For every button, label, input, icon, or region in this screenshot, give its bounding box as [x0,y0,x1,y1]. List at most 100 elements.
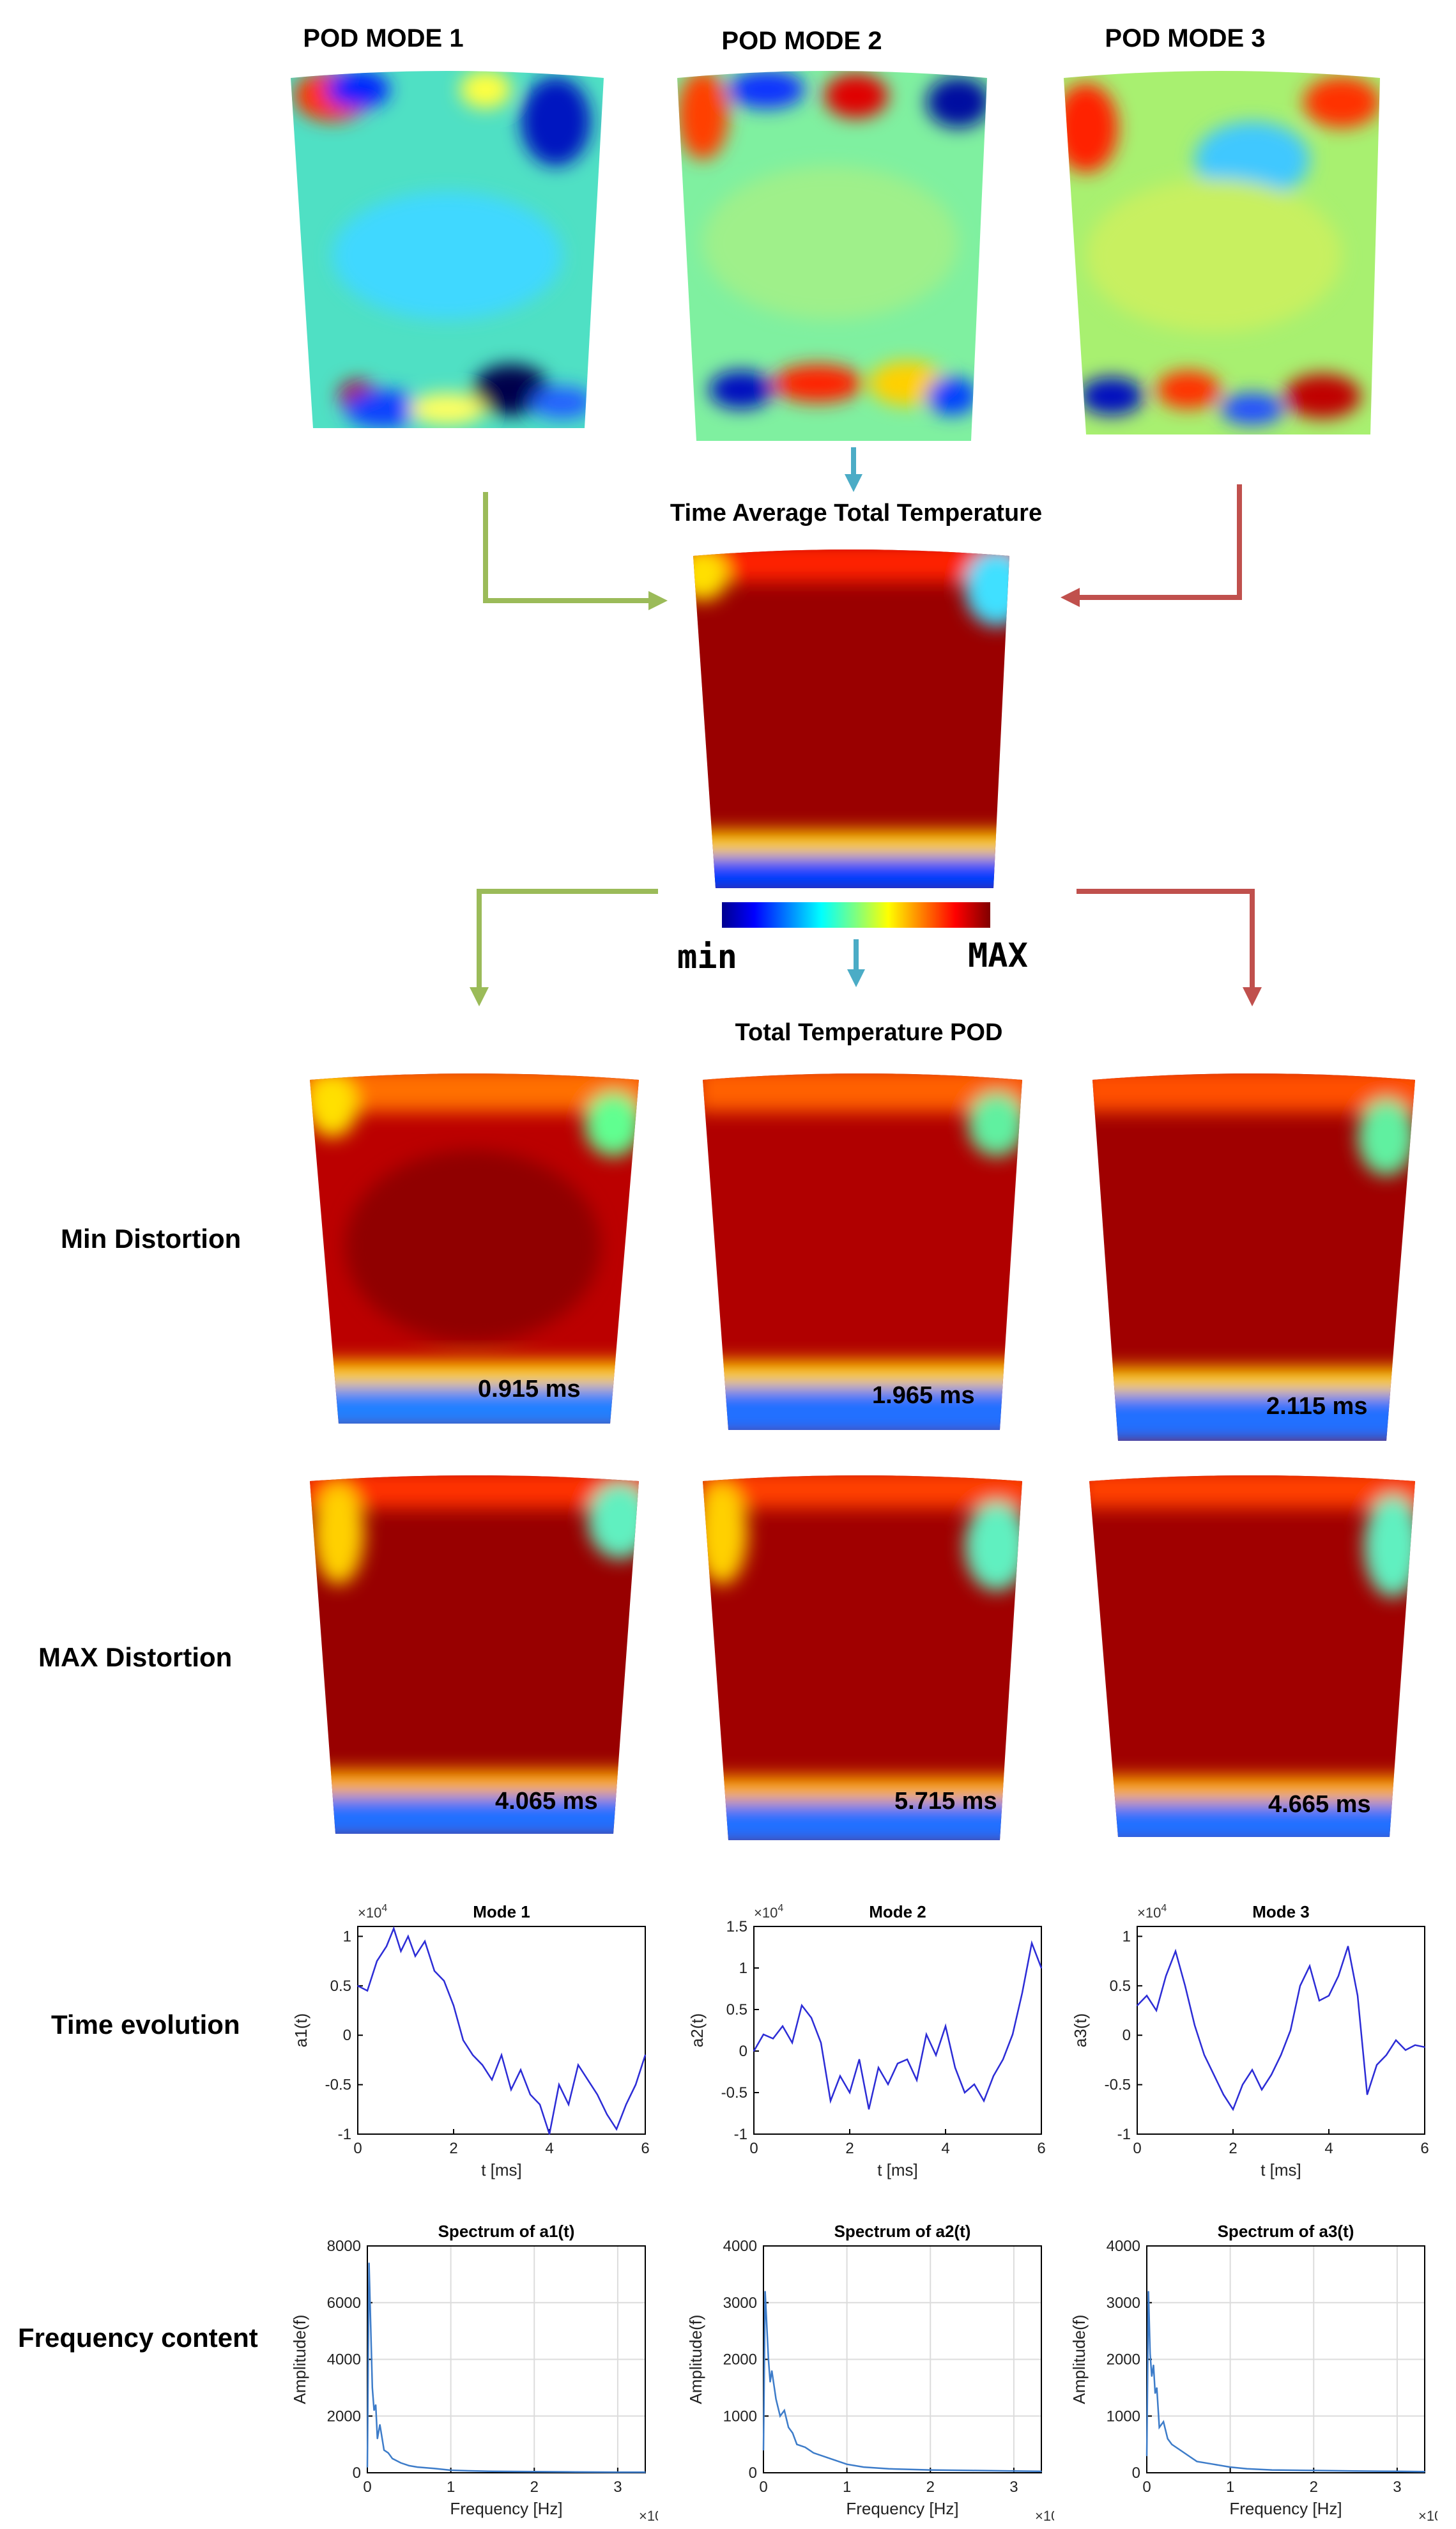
data-point [792,2042,793,2043]
data-point [491,2079,493,2080]
max-time-1: 4.065 ms [495,1788,598,1815]
green-arrow-bottom [477,889,658,987]
max-distortion-map-1 [310,1475,639,1834]
x-tick-label-3: 6 [1037,2140,1045,2157]
chart-title: Mode 2 [869,1902,926,1921]
data-point [846,2463,848,2465]
data-point [1149,2353,1151,2355]
data-point [443,1980,445,1981]
data-point [1319,2000,1320,2001]
data-point [971,2470,973,2471]
colorbar-min-label: min [677,938,737,976]
x-tick-label-3: 3 [613,2479,622,2496]
chart-spectrum-a3: 0 1 2 3 0 1000 2000 3000 4000 Spectrum of a3(t) ×1… [1069,2222,1437,2524]
x-tick-label-0: 0 [1133,2140,1141,2157]
x-tick-label-2: 2 [926,2479,935,2496]
data-point [408,2465,410,2466]
exponent-label: ×104 [358,1903,387,1921]
data-point [1147,2291,1149,2292]
data-point [375,2404,376,2406]
y-axis-label: a2(t) [687,2013,707,2047]
data-point [1405,2049,1406,2051]
pod-mode-1-map [291,71,604,428]
data-point [368,2262,370,2264]
data-point [888,2468,889,2470]
data-point [1013,2470,1015,2472]
max-time-3: 4.665 ms [1268,1791,1371,1818]
pod-mode-2-title: POD MODE 2 [721,27,882,55]
x-tick-label-0: 0 [353,2140,362,2157]
data-point [1171,2443,1172,2445]
plot-frame [753,1926,1042,2135]
y-tick-label-4: 1 [343,1928,351,1945]
series-line [762,2291,1042,2473]
data-point [558,2084,560,2086]
exponent-label: ×104 [1137,1903,1167,1921]
data-point [472,2054,473,2056]
red-arrow-bottom-head [1243,987,1262,1006]
data-point [575,2471,577,2473]
data-point [463,2040,464,2041]
data-point [453,2005,454,2006]
data-point [930,2469,931,2471]
y-tick-label-2: 0 [343,2027,351,2044]
blue-arrow-top-head [845,474,862,492]
series-line [357,1926,647,2135]
data-point [645,2471,646,2473]
blue-arrow-bottom-head [847,969,865,987]
y-axis-label: Amplitude(f) [686,2314,705,2404]
min-distortion-map-3 [1092,1073,1415,1441]
exponent-label: ×104 [639,2506,658,2524]
x-tick-label-2: 2 [530,2479,539,2496]
data-point [801,2004,802,2006]
exponent-label: ×104 [1418,2506,1437,2524]
row-label-freq: Frequency content [18,2323,258,2353]
data-point [820,2042,822,2043]
data-point [1397,2470,1398,2472]
y-tick-label-0: 0 [749,2464,757,2482]
data-point [763,2449,764,2451]
data-point [1184,1985,1186,1987]
data-point [617,2471,618,2473]
data-point [1213,2463,1215,2465]
chart-spectrum-a1: 0 1 2 3 0 2000 4000 6000 8000 Spectrum of a1(t) ×1… [290,2222,658,2524]
data-point [373,2410,375,2411]
data-point [1041,2470,1042,2472]
x-tick-label-3: 3 [1009,2479,1018,2496]
data-point [763,2034,764,2035]
data-point [1163,2421,1164,2422]
data-point [400,1950,402,1952]
y-tick-label-4: 4000 [723,2238,757,2255]
data-point [635,2084,636,2086]
data-point [796,2443,798,2445]
arrows [470,447,1262,1006]
data-point [450,2470,452,2471]
y-axis-label: a3(t) [1071,2013,1090,2047]
x-tick-label-2: 4 [1324,2140,1333,2157]
time-average-map [693,550,1009,888]
y-tick-label-0: -1 [734,2126,747,2143]
data-point [1252,2069,1253,2071]
data-point [1041,1967,1042,1969]
x-axis-label: Frequency [Hz] [1229,2499,1342,2518]
data-point [1357,1995,1358,1997]
x-tick-label-2: 4 [545,2140,553,2157]
x-tick-label-3: 3 [1393,2479,1401,2496]
data-point [1395,2040,1397,2041]
data-point [616,2128,617,2130]
x-tick-label-1: 1 [843,2479,851,2496]
data-point [788,2427,789,2428]
y-tick-label-4: 8000 [327,2238,361,2255]
y-tick-label-2: 4000 [327,2351,361,2369]
data-point [783,2410,785,2411]
colorbar [722,902,990,928]
data-point [1153,2364,1154,2366]
data-point [407,1935,409,1937]
data-point [1031,1942,1032,1944]
data-point [367,2466,368,2468]
series-line [366,2263,645,2473]
data-point [1386,2054,1387,2056]
y-tick-label-0: 0 [353,2464,361,2482]
data-point [769,2381,771,2383]
